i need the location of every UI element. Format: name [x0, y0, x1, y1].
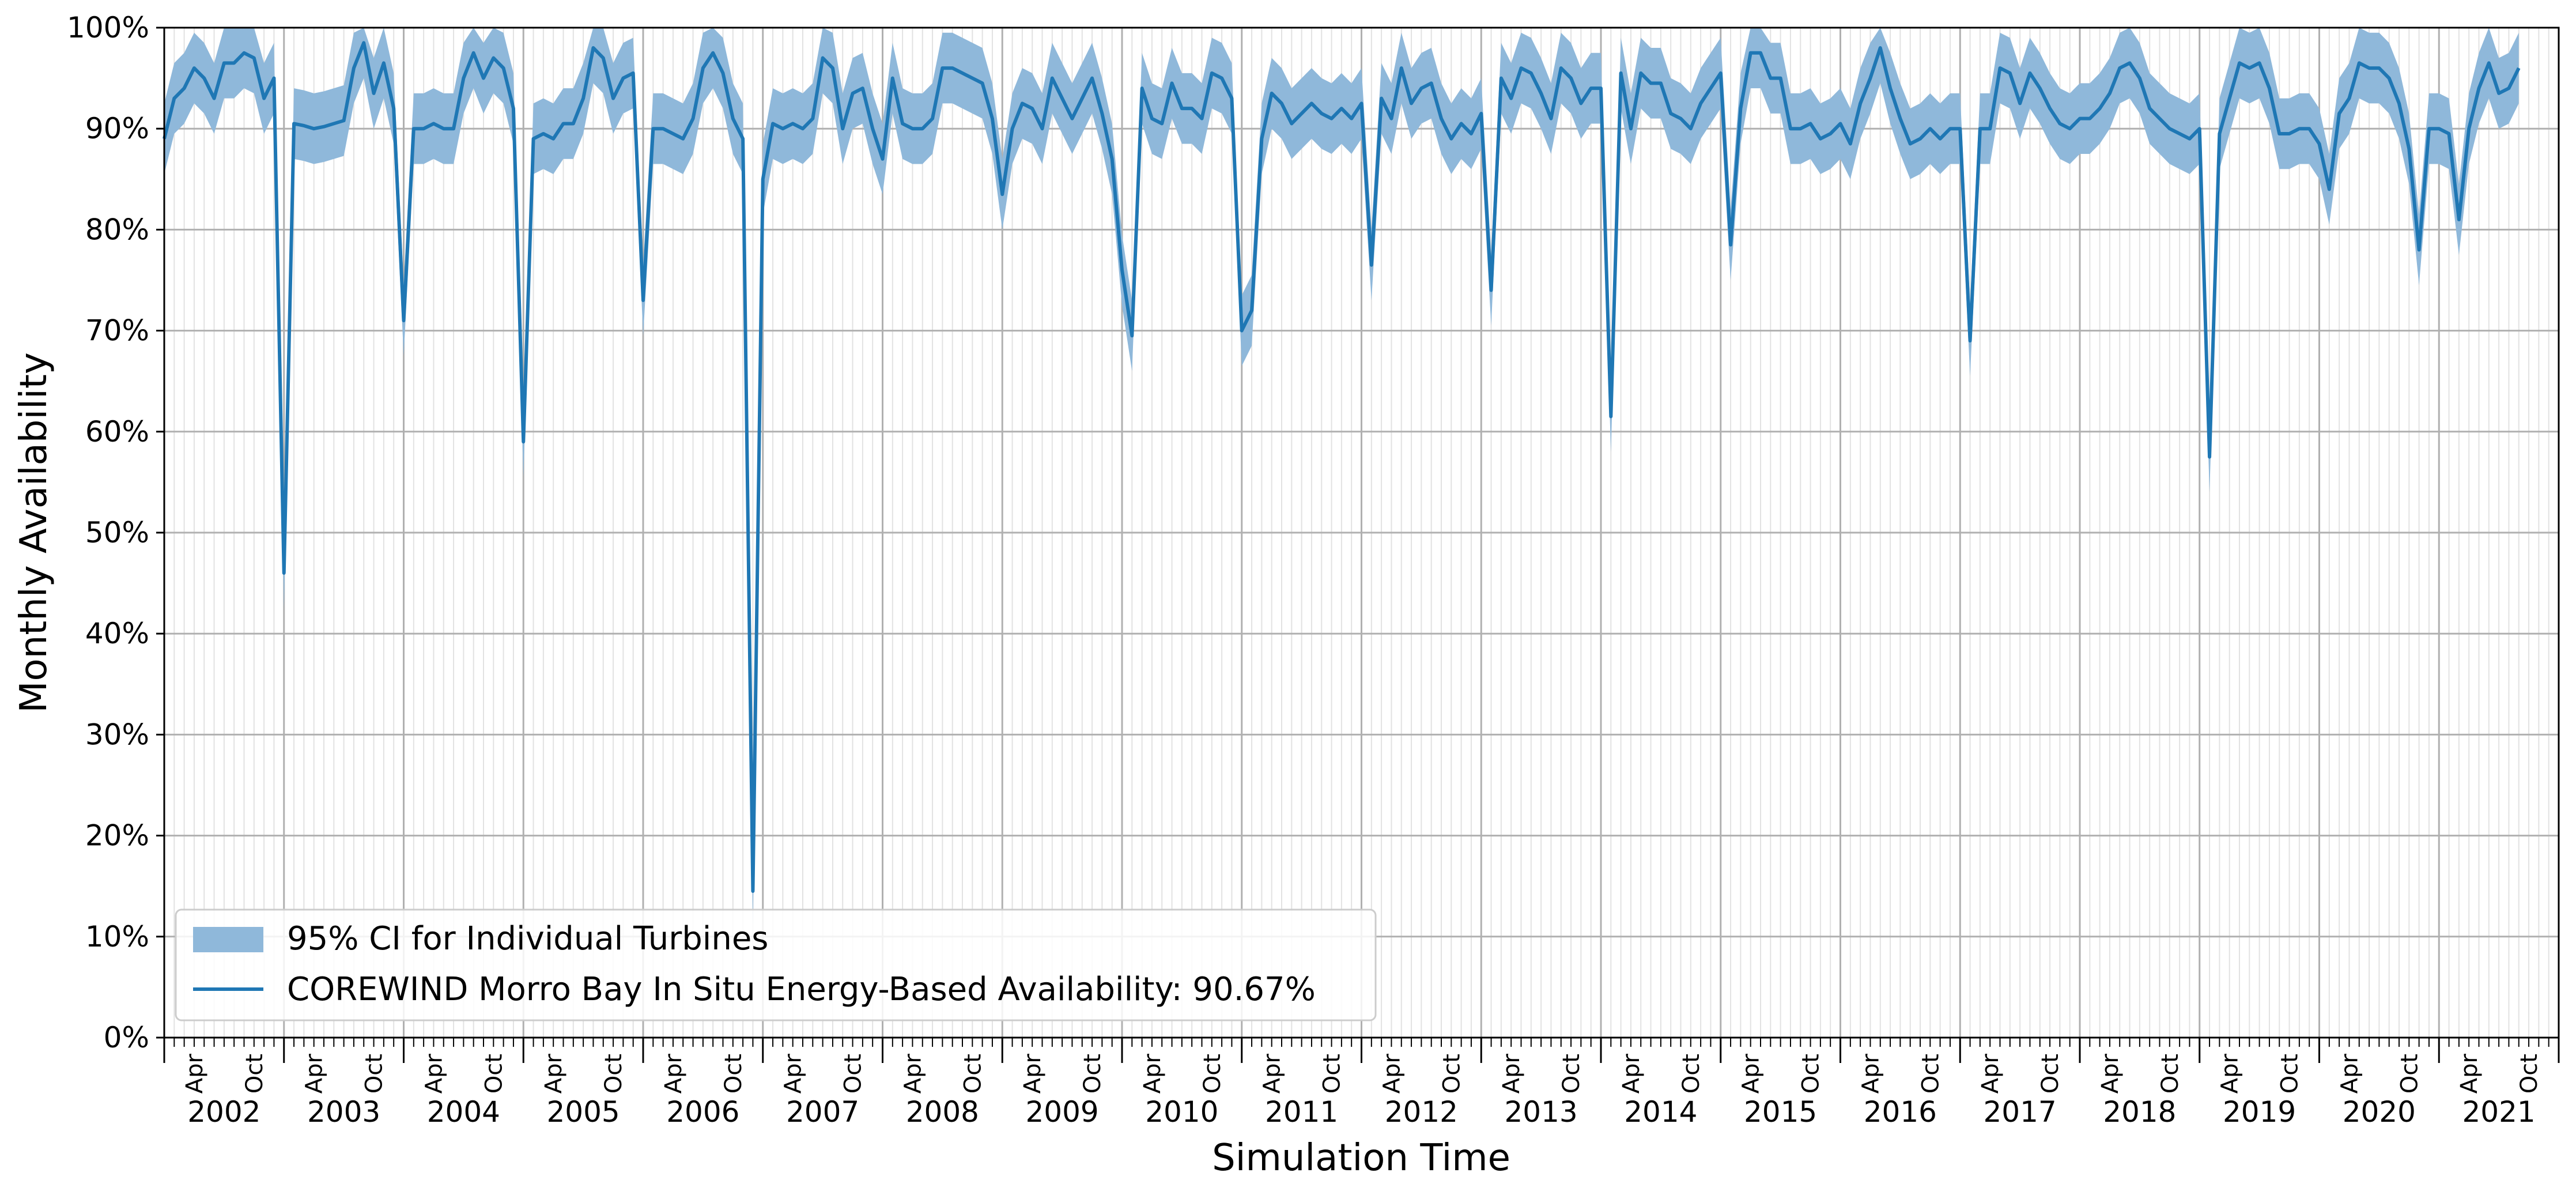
- x-minor-tick-label: Oct: [1199, 1054, 1226, 1094]
- x-minor-tick-label: Apr: [1259, 1053, 1286, 1094]
- x-year-label: 2007: [786, 1095, 859, 1129]
- x-year-label: 2009: [1026, 1095, 1099, 1129]
- legend-label-line: COREWIND Morro Bay In Situ Energy-Based …: [287, 971, 1316, 1008]
- x-year-label: 2010: [1145, 1095, 1218, 1129]
- y-tick-label: 80%: [85, 213, 149, 246]
- x-year-label: 2005: [547, 1095, 620, 1129]
- x-minor-tick-label: Apr: [2217, 1053, 2243, 1094]
- x-minor-tick-label: Oct: [1079, 1054, 1106, 1094]
- x-minor-tick-label: Oct: [361, 1054, 388, 1094]
- x-minor-tick-label: Apr: [1019, 1053, 1046, 1094]
- y-axis-label: Monthly Availability: [13, 352, 55, 712]
- x-minor-tick-label: Apr: [1738, 1053, 1765, 1094]
- x-minor-tick-label: Apr: [1498, 1053, 1525, 1094]
- availability-line: [163, 41, 2521, 893]
- x-minor-tick-label: Apr: [2097, 1053, 2124, 1094]
- x-year-label: 2004: [427, 1095, 500, 1129]
- x-minor-tick-label: Oct: [1678, 1054, 1705, 1094]
- x-minor-tick-label: Oct: [2516, 1054, 2543, 1094]
- x-minor-tick-label: Oct: [2396, 1054, 2423, 1094]
- y-tick-label: 90%: [85, 112, 149, 145]
- x-minor-tick-label: Oct: [1917, 1054, 1944, 1094]
- x-minor-tick-label: Oct: [1319, 1054, 1346, 1094]
- x-minor-tick-label: Apr: [182, 1053, 208, 1094]
- y-tick-label: 70%: [85, 314, 149, 348]
- x-minor-tick-label: Apr: [1977, 1053, 2004, 1094]
- y-tick-label: 40%: [85, 617, 149, 650]
- grid-layer: [164, 27, 2559, 1039]
- x-minor-tick-label: Oct: [481, 1054, 507, 1094]
- x-minor-tick-label: Apr: [2456, 1053, 2483, 1094]
- x-minor-tick-label: Oct: [2037, 1054, 2064, 1094]
- ci-band-layer: [164, 28, 2519, 927]
- x-minor-tick-label: Apr: [780, 1053, 807, 1094]
- y-tick-label: 10%: [85, 920, 149, 953]
- x-minor-tick-label: Oct: [840, 1054, 867, 1094]
- x-minor-tick-label: Apr: [1378, 1053, 1405, 1094]
- x-year-label: 2016: [1864, 1095, 1937, 1129]
- x-minor-tick-label: Oct: [1438, 1054, 1465, 1094]
- x-year-label: 2013: [1505, 1095, 1578, 1129]
- x-year-label: 2014: [1624, 1095, 1697, 1129]
- x-minor-tick-label: Apr: [421, 1053, 447, 1094]
- x-axis-label: Simulation Time: [1212, 1137, 1510, 1179]
- legend-box: [175, 908, 1377, 1021]
- legend-swatch-ci-band: [193, 927, 263, 952]
- x-minor-tick-label: Oct: [1558, 1054, 1585, 1094]
- x-year-label: 2003: [307, 1095, 380, 1129]
- y-tick-label: 100%: [67, 11, 149, 44]
- y-tick-label: 0%: [104, 1021, 149, 1054]
- x-minor-tick-label: Oct: [241, 1054, 268, 1094]
- x-minor-tick-label: Oct: [600, 1054, 627, 1094]
- y-tick-label: 60%: [85, 415, 149, 448]
- x-year-label: 2019: [2223, 1095, 2296, 1129]
- x-year-label: 2015: [1744, 1095, 1817, 1129]
- x-minor-tick-label: Apr: [1618, 1053, 1645, 1094]
- legend-label-ci-band: 95% CI for Individual Turbines: [287, 920, 768, 957]
- x-year-label: 2017: [1984, 1095, 2057, 1129]
- x-year-label: 2020: [2343, 1095, 2416, 1129]
- x-minor-tick-label: Apr: [301, 1053, 328, 1094]
- x-minor-tick-label: Oct: [720, 1054, 747, 1094]
- y-tick-label: 20%: [85, 819, 149, 853]
- legend: 95% CI for Individual Turbines COREWIND …: [175, 908, 1377, 1021]
- x-minor-tick-label: Apr: [2336, 1053, 2363, 1094]
- y-tick-label: 30%: [85, 718, 149, 751]
- x-year-label: 2012: [1385, 1095, 1458, 1129]
- x-year-label: 2002: [187, 1095, 260, 1129]
- x-minor-tick-label: Apr: [900, 1053, 926, 1094]
- x-year-label: 2006: [666, 1095, 739, 1129]
- x-year-label: 2008: [906, 1095, 979, 1129]
- ci-band-area: [164, 28, 2519, 927]
- x-year-label: 2018: [2103, 1095, 2176, 1129]
- axis-layer: 0%10%20%30%40%50%60%70%80%90%100%Apr Oct2…: [67, 11, 2560, 1129]
- x-minor-tick-label: Apr: [1857, 1053, 1884, 1094]
- x-year-label: 2021: [2462, 1095, 2536, 1129]
- x-minor-tick-label: Apr: [660, 1053, 687, 1094]
- availability-line-layer: [163, 41, 2521, 893]
- y-tick-label: 50%: [85, 516, 149, 549]
- x-minor-tick-label: Apr: [1139, 1053, 1166, 1094]
- x-year-label: 2011: [1265, 1095, 1338, 1129]
- x-minor-tick-label: Oct: [2277, 1054, 2303, 1094]
- x-minor-tick-label: Oct: [960, 1054, 986, 1094]
- x-minor-tick-label: Apr: [541, 1053, 567, 1094]
- x-minor-tick-label: Oct: [1798, 1054, 1825, 1094]
- x-minor-tick-label: Oct: [2157, 1054, 2184, 1094]
